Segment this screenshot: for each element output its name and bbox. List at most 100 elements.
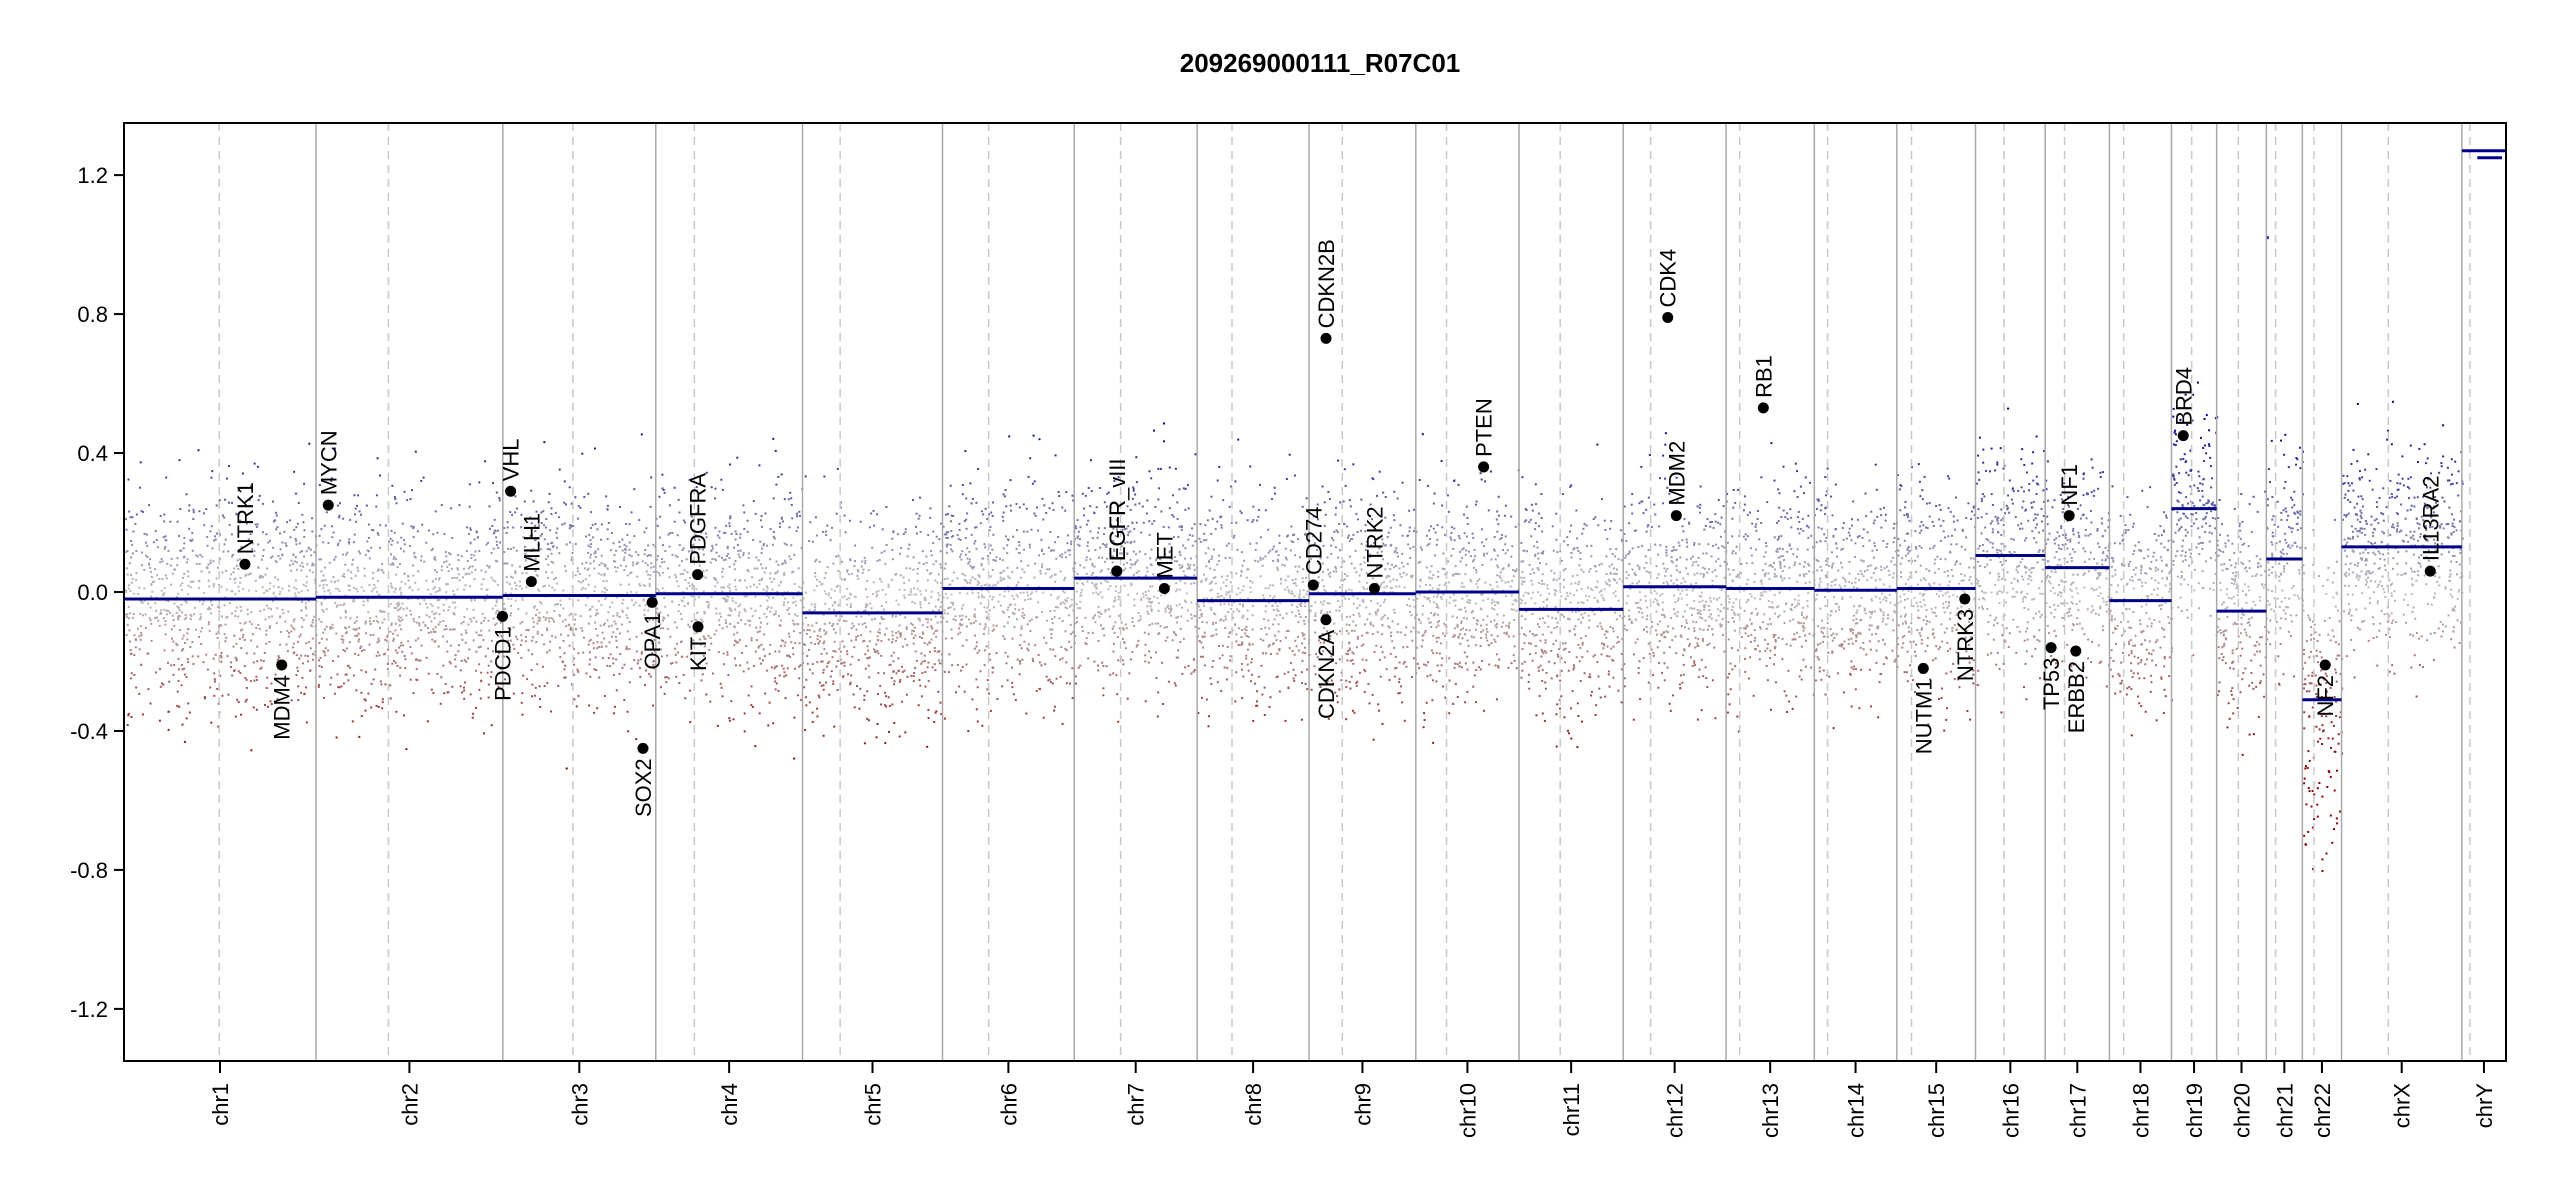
data-point	[138, 586, 141, 589]
data-point	[166, 562, 169, 565]
data-point	[1006, 679, 1009, 682]
data-point	[217, 630, 220, 633]
data-point	[940, 586, 943, 589]
data-point	[169, 611, 171, 614]
data-point	[916, 567, 919, 570]
data-point	[172, 619, 175, 621]
data-point	[1113, 479, 1116, 482]
data-point	[391, 539, 394, 542]
data-point	[684, 521, 687, 524]
data-point	[437, 590, 439, 593]
data-point	[295, 526, 298, 529]
data-point	[445, 591, 448, 594]
data-point	[515, 635, 518, 638]
data-point	[213, 678, 216, 681]
data-point	[125, 616, 128, 618]
data-point	[376, 457, 379, 460]
data-point	[331, 536, 334, 539]
data-point	[1068, 640, 1071, 643]
data-point	[232, 571, 235, 574]
data-point	[819, 640, 821, 643]
data-point	[126, 724, 129, 727]
data-point	[445, 598, 448, 601]
data-point	[760, 579, 763, 582]
data-point	[866, 717, 869, 720]
data-point	[381, 610, 384, 613]
data-point	[889, 663, 892, 666]
data-point	[1201, 635, 1204, 638]
data-point	[742, 504, 745, 507]
data-point	[409, 545, 411, 547]
data-point	[401, 602, 404, 605]
data-point	[1004, 651, 1007, 654]
data-point	[891, 614, 894, 617]
data-point	[796, 594, 799, 597]
data-point	[839, 650, 842, 653]
data-point	[465, 572, 468, 575]
data-point	[171, 637, 173, 640]
data-point	[1144, 643, 1147, 646]
data-point	[193, 613, 196, 616]
data-point	[1292, 582, 1295, 585]
data-point	[130, 672, 133, 675]
data-point	[140, 631, 143, 634]
data-point	[885, 601, 888, 604]
data-point	[999, 579, 1002, 582]
data-point	[919, 606, 922, 609]
data-point	[1137, 570, 1140, 573]
data-point	[857, 570, 860, 573]
data-point	[1043, 636, 1046, 639]
data-point	[797, 590, 800, 593]
data-point	[525, 612, 528, 615]
data-point	[323, 651, 326, 654]
data-point	[880, 617, 883, 620]
data-point	[724, 619, 727, 622]
data-point	[836, 467, 839, 470]
data-point	[600, 523, 603, 526]
data-point	[1340, 565, 1343, 568]
data-point	[766, 622, 769, 625]
data-point	[937, 609, 940, 611]
data-point	[1048, 568, 1051, 571]
data-point	[876, 559, 879, 562]
data-point	[245, 678, 248, 681]
data-point	[1294, 578, 1297, 581]
data-point	[1249, 586, 1252, 589]
data-point	[555, 531, 558, 534]
data-point	[860, 634, 862, 637]
data-point	[642, 599, 645, 602]
data-point	[648, 578, 651, 580]
data-point	[912, 680, 915, 683]
data-point	[171, 614, 174, 617]
data-point	[183, 618, 186, 621]
data-point	[918, 561, 921, 564]
data-point	[868, 657, 870, 659]
data-point	[943, 609, 946, 612]
data-point	[235, 564, 238, 567]
data-point	[381, 707, 384, 710]
data-point	[465, 549, 468, 552]
data-point	[659, 611, 662, 614]
data-point	[1041, 611, 1044, 614]
data-point	[1135, 645, 1138, 648]
data-point	[265, 604, 268, 607]
data-point	[1208, 559, 1211, 562]
data-point	[1247, 635, 1250, 638]
data-point	[946, 596, 949, 599]
data-point	[242, 633, 245, 636]
data-point	[538, 619, 541, 622]
data-point	[1111, 574, 1114, 576]
data-point	[1202, 539, 1205, 542]
data-point	[797, 567, 800, 570]
data-point	[573, 698, 576, 701]
data-point	[1157, 467, 1160, 470]
data-point	[412, 525, 415, 528]
data-point	[1241, 642, 1244, 645]
data-point	[321, 608, 324, 611]
data-point	[176, 704, 179, 707]
data-point	[331, 623, 334, 626]
data-point	[143, 532, 146, 535]
data-point	[279, 557, 282, 560]
data-point	[338, 516, 340, 519]
data-point	[307, 589, 309, 592]
